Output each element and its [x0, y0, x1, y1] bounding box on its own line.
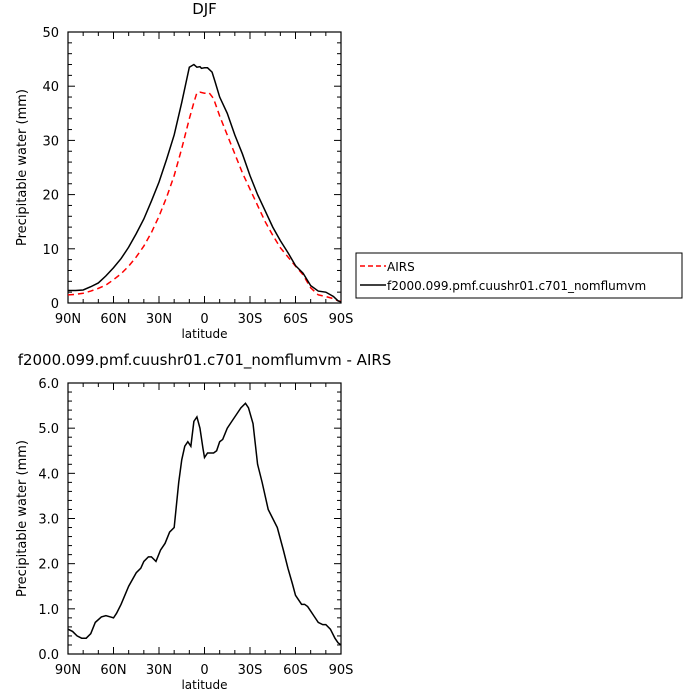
- legend-item-label: f2000.099.pmf.cuushr01.c701_nomflumvm: [387, 279, 646, 293]
- y-tick-label: 10: [42, 243, 59, 258]
- x-tick-label: 90N: [55, 663, 81, 678]
- x-tick-label: 90S: [329, 312, 354, 327]
- x-tick-label: 30N: [146, 663, 172, 678]
- plot-frame-2: [67, 382, 342, 655]
- x-tick-label: 60S: [283, 312, 308, 327]
- chart-title-1: DJF: [192, 0, 217, 18]
- y-tick-label: 6.0: [38, 377, 59, 392]
- x-tick-label: 60N: [100, 663, 126, 678]
- series-line-diff-2: [67, 402, 342, 646]
- series-line-airs: [67, 91, 342, 303]
- x-tick-label: 90S: [329, 663, 354, 678]
- x-tick-label: 30N: [146, 312, 172, 327]
- y-tick-label: 1.0: [38, 603, 59, 618]
- y-tick-label: 0.0: [38, 648, 59, 663]
- x-tick-label: 90N: [55, 312, 81, 327]
- x-axis-label: latitude: [181, 678, 227, 692]
- y-tick-label: 4.0: [38, 467, 59, 482]
- x-tick-label: 60S: [283, 663, 308, 678]
- plot-frame-1: [67, 31, 342, 304]
- y-tick-label: 3.0: [38, 513, 59, 528]
- y-tick-label: 0: [51, 297, 59, 312]
- y-tick-label: 40: [42, 80, 59, 95]
- y-tick-label: 30: [42, 134, 59, 149]
- y-axis-label: Precipitable water (mm): [15, 440, 30, 597]
- x-axis-label: latitude: [181, 327, 227, 341]
- y-tick-label: 50: [42, 26, 59, 41]
- y-axis-label: Precipitable water (mm): [15, 89, 30, 246]
- x-tick-label: 60N: [100, 312, 126, 327]
- y-tick-label: 2.0: [38, 558, 59, 573]
- x-tick-label: 0: [200, 663, 208, 678]
- chart-title-2: f2000.099.pmf.cuushr01.c701_nomflumvm - …: [18, 351, 392, 370]
- y-tick-label: 20: [42, 189, 59, 204]
- legend-box: [355, 252, 683, 299]
- x-tick-label: 30S: [238, 663, 263, 678]
- series-line-f2000-099-pmf-cuushr01-c701-nomflumvm: [68, 63, 342, 303]
- x-tick-label: 30S: [238, 312, 263, 327]
- y-tick-label: 5.0: [38, 422, 59, 437]
- x-tick-label: 0: [200, 312, 208, 327]
- legend-item-label: AIRS: [387, 260, 415, 274]
